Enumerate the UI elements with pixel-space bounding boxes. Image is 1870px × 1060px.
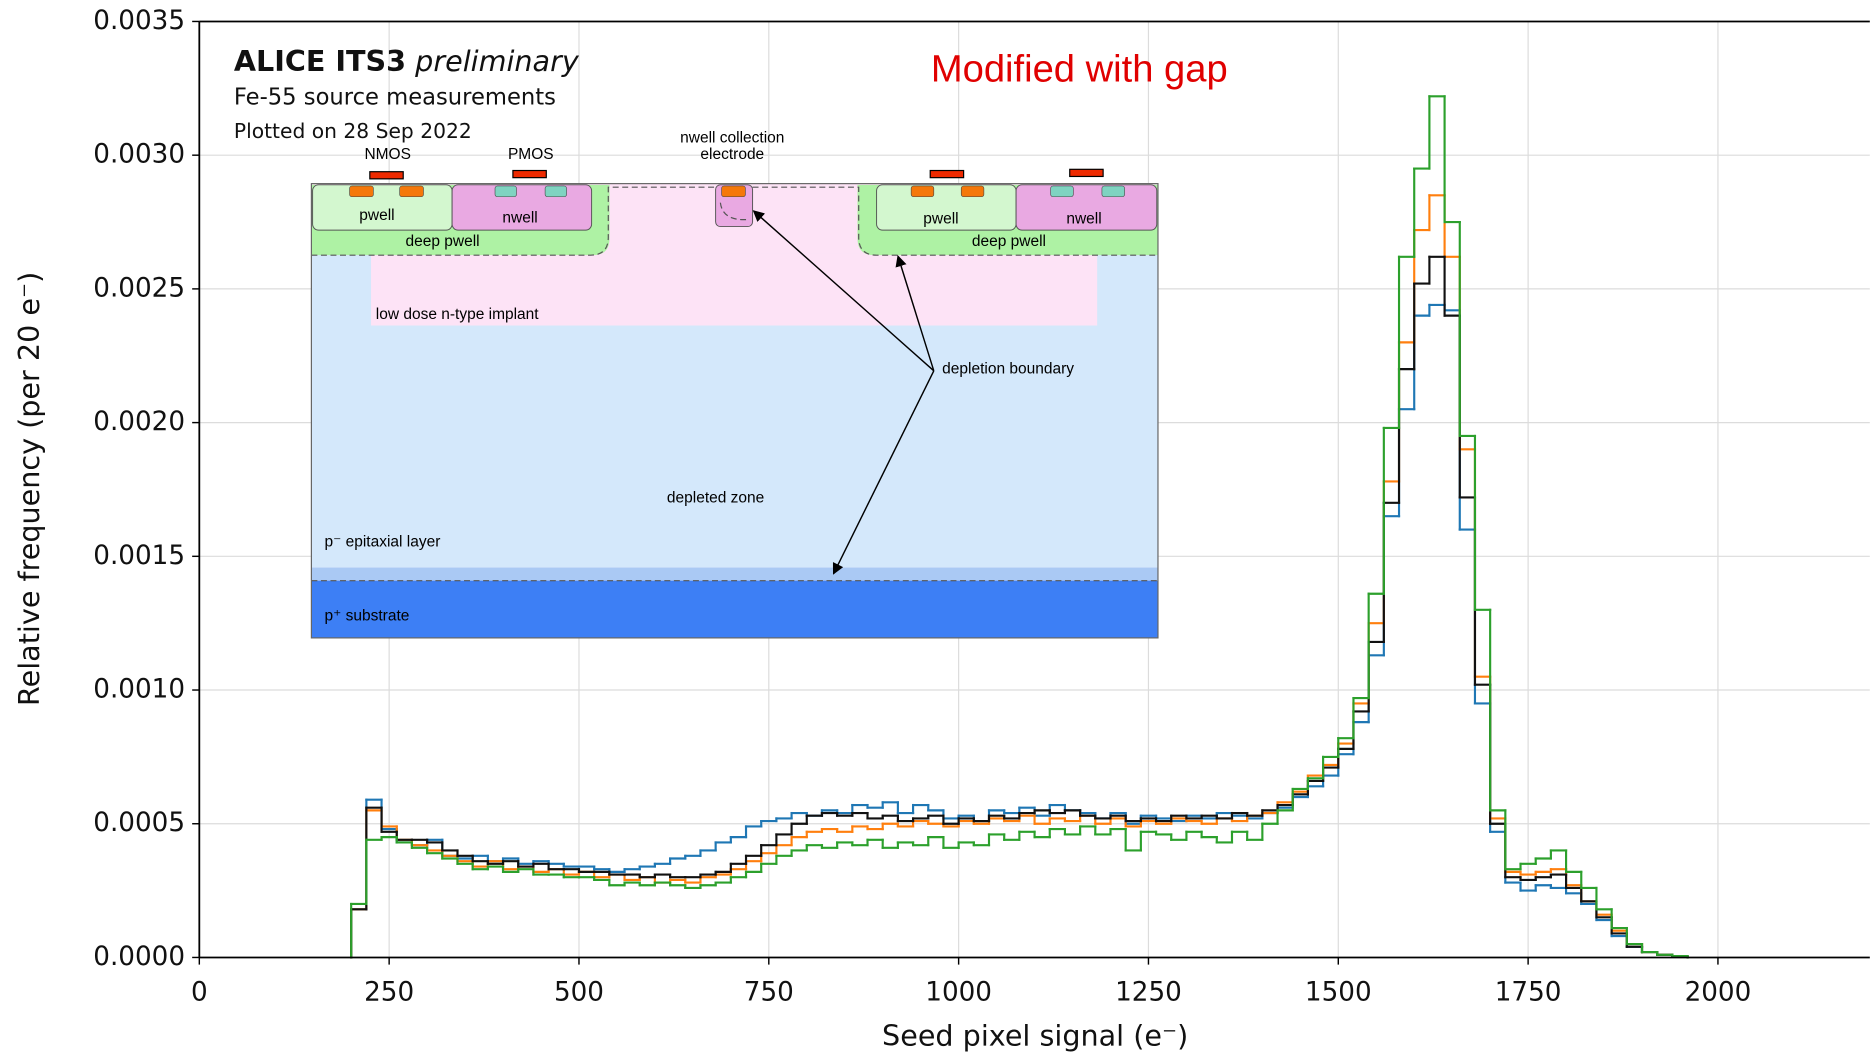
label-depleted-zone: depleted zone [667, 489, 764, 506]
y-tick-label: 0.0020 [93, 407, 185, 437]
contact [495, 186, 516, 197]
y-tick-label: 0.0005 [93, 808, 185, 838]
contact [400, 186, 424, 197]
label-nmos: NMOS [364, 146, 411, 163]
x-tick-label: 0 [191, 978, 208, 1008]
label-implant: low dose n-type implant [376, 306, 540, 323]
contact [961, 186, 984, 197]
y-tick-label: 0.0000 [93, 942, 185, 972]
y-tick-label: 0.0035 [93, 6, 185, 36]
x-tick-label: 1250 [1115, 978, 1182, 1008]
y-tick-label: 0.0025 [93, 273, 185, 303]
label-electrode: electrode [700, 146, 764, 163]
label-depletion-boundary: depletion boundary [942, 361, 1074, 378]
x-tick-label: 750 [744, 978, 794, 1008]
x-tick-label: 500 [554, 978, 604, 1008]
label-epitaxial: p⁻ epitaxial layer [325, 534, 441, 551]
x-tick-label: 1000 [925, 978, 992, 1008]
x-tick-label: 2000 [1685, 978, 1752, 1008]
gate [513, 171, 546, 178]
contact [1051, 186, 1074, 197]
label-nwell: nwell [502, 209, 537, 226]
contact [911, 186, 934, 197]
label-nwell: nwell [1066, 210, 1101, 227]
transition-layer [311, 568, 1158, 581]
title-suffix: preliminary [414, 44, 580, 78]
electrode-contact [722, 186, 746, 197]
gate [930, 171, 963, 178]
inset-diagram: NMOS PMOS nwell collection electrode pwe… [311, 129, 1158, 638]
gates [370, 169, 1103, 179]
x-axis-label: Seed pixel signal (e⁻) [882, 1018, 1188, 1052]
annotation: Modified with gap [931, 48, 1228, 91]
chart-title: ALICE ITS3 preliminary [234, 44, 580, 78]
y-axis-label: Relative frequency (per 20 e⁻) [12, 272, 46, 706]
date-note: Plotted on 28 Sep 2022 [234, 119, 472, 143]
label-deep-pwell: deep pwell [972, 233, 1046, 250]
contact [350, 186, 374, 197]
label-pwell: pwell [923, 210, 958, 227]
x-tick-label: 1750 [1495, 978, 1562, 1008]
label-electrode: nwell collection [680, 129, 784, 146]
y-tick-label: 0.0030 [93, 140, 185, 170]
contact [545, 186, 566, 197]
y-tick-label: 0.0010 [93, 675, 185, 705]
contact [1102, 186, 1125, 197]
title-main: ALICE ITS3 [234, 44, 406, 78]
y-tick-label: 0.0015 [93, 541, 185, 571]
label-pwell: pwell [359, 207, 394, 224]
label-pmos: PMOS [508, 146, 554, 163]
subtitle: Fe-55 source measurements [234, 84, 556, 110]
chart: Seed pixel signal (e⁻) Relative frequenc… [0, 0, 1870, 1060]
label-deep-pwell: deep pwell [406, 233, 480, 250]
label-substrate: p⁺ substrate [325, 608, 410, 625]
x-tick-label: 250 [364, 978, 414, 1008]
gate [370, 172, 403, 179]
gate [1070, 169, 1103, 176]
x-tick-label: 1500 [1305, 978, 1372, 1008]
substrate [311, 581, 1158, 638]
